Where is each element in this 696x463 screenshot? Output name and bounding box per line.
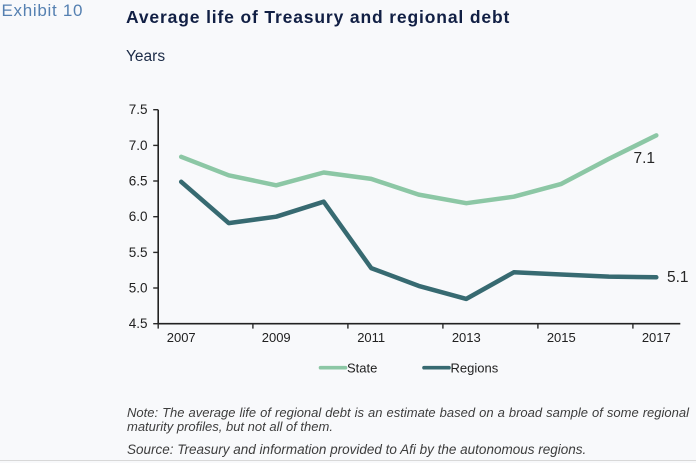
svg-text:2013: 2013 [452,330,481,345]
svg-text:6.0: 6.0 [129,209,148,224]
svg-text:7.1: 7.1 [634,150,656,167]
svg-text:7.0: 7.0 [129,138,148,153]
svg-text:2009: 2009 [262,330,291,345]
svg-text:2007: 2007 [167,330,196,345]
svg-text:2017: 2017 [642,330,671,345]
svg-text:4.5: 4.5 [129,316,148,331]
svg-text:2015: 2015 [547,330,576,345]
svg-text:5.0: 5.0 [129,281,148,296]
svg-text:7.5: 7.5 [129,102,148,117]
svg-text:6.5: 6.5 [129,174,148,189]
svg-text:5.5: 5.5 [129,245,148,260]
svg-text:Regions: Regions [451,360,499,375]
svg-text:5.1: 5.1 [667,269,689,286]
svg-text:State: State [347,360,377,375]
svg-text:2011: 2011 [357,330,385,345]
